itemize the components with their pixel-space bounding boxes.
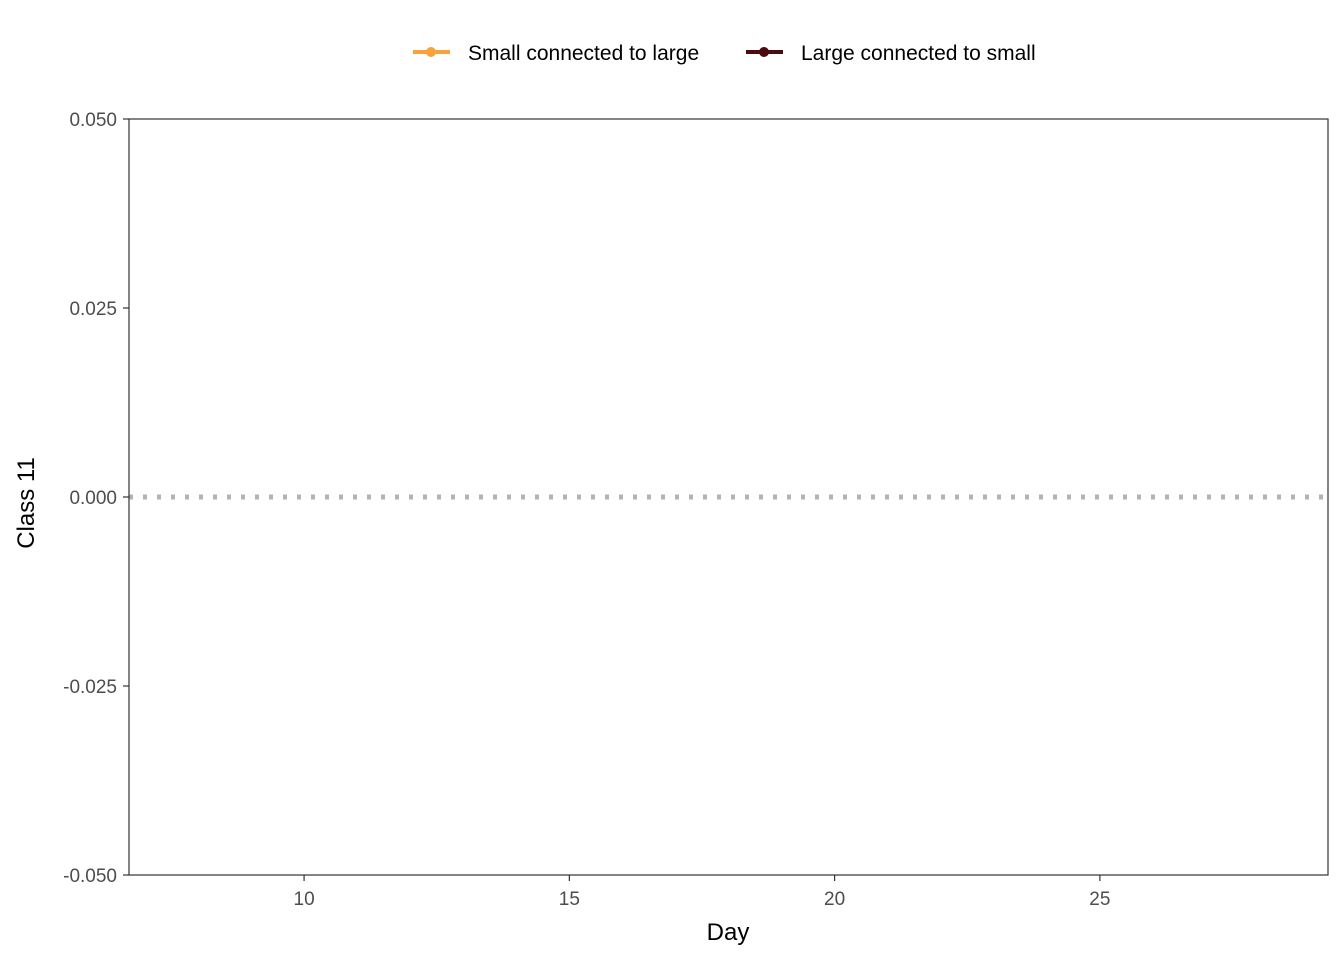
x-axis: 10 15 20 25 [294,875,1110,910]
y-tick-label: 0.025 [69,299,117,320]
x-tick-label: 10 [294,889,315,910]
y-tick-label: 0.000 [69,488,117,509]
legend-item-small-connected-to-large: Small connected to large [413,42,699,65]
legend-label: Small connected to large [468,42,699,65]
y-tick-label: -0.050 [63,866,117,887]
x-tick-label: 15 [559,889,580,910]
plot-background [129,119,1328,875]
x-tick-label: 20 [824,889,845,910]
y-tick-label: -0.025 [63,677,117,698]
legend-key-dot [759,47,769,57]
legend-item-large-connected-to-small: Large connected to small [746,42,1036,65]
y-tick-label: 0.050 [69,110,117,131]
y-axis: 0.050 0.025 0.000 -0.025 -0.050 [63,110,129,887]
legend: Small connected to large Large connected… [413,42,1036,65]
x-tick-label: 25 [1089,889,1110,910]
y-axis-title: Class 11 [13,457,40,549]
x-axis-title: Day [707,919,750,946]
legend-label: Large connected to small [801,42,1036,65]
legend-key-dot [426,47,436,57]
